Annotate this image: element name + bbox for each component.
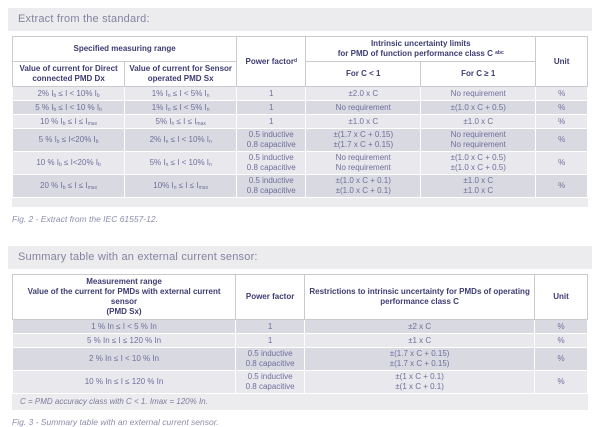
iec-extract-table-wrap: Specified measuring range Power factord … (11, 36, 588, 198)
cell-c_lt_1: ±2.0 x C (305, 86, 422, 101)
figure-2-caption: Fig. 2 - Extract from the IEC 61557-12. (12, 214, 158, 224)
table-row: 2 % In ≤ I < 10 % In 0.5 inductive 0.8 cap… (11, 347, 588, 371)
section-heading-summary: Summary table with an external current s… (8, 246, 592, 269)
cell-unit: % (535, 100, 588, 115)
summary-table-wrap: Measurement range Value of the current fo… (11, 274, 588, 394)
cell-unit: % (535, 128, 588, 152)
cell-pf: 1 (236, 114, 307, 129)
table-row: 5 % Ib ≤ I < 10 % Ib 1% In ≤ I < 5% In 1 No… (11, 100, 588, 115)
section-heading-extract: Extract from the standard: (8, 8, 592, 31)
cell-dx: 10 % Ib ≤ I<20% Ib (11, 151, 126, 175)
cell-c_ge_1: No requirement No requirement (420, 128, 537, 152)
cell-restriction: ±(1 x C + 0.1) ±(1 x C + 0.1) (304, 370, 536, 394)
cell-c_lt_1: No requirement No requirement (305, 151, 422, 175)
cell-pf: 0.5 inductive 0.8 capacitive (236, 128, 307, 152)
iec-extract-table-body: 2% Ib ≤ I < 10% Ib 1% In ≤ I < 5% In 1 ±2.0… (11, 86, 588, 198)
summary-table-body: 1 % In ≤ I < 5 % In 1 ±2 x C% 5 % In ≤ I ≤ … (11, 319, 588, 394)
section-extract: Extract from the standard: Specified mea… (8, 8, 592, 224)
header-current-sensor-pmd-sx: Value of current for Sensor operated PMD … (124, 61, 238, 87)
iec-extract-table: Specified measuring range Power factord … (11, 36, 588, 198)
cell-c_lt_1: ±(1.7 x C + 0.15) ±(1.7 x C + 0.15) (305, 128, 422, 152)
table-row: 10 % Ib ≤ I ≤ Imax 5% In ≤ I ≤ Imax 1 ±1.0 … (11, 114, 588, 129)
header-unit: Unit (535, 36, 588, 87)
cell-unit: % (535, 114, 588, 129)
cell-sx: 2% In ≤ I < 10% In (124, 128, 238, 152)
accuracy-class-footnote: C = PMD accuracy class with C < 1. Imax … (12, 394, 588, 410)
cell-dx: 5 % Ib ≤ I < 10 % Ib (11, 100, 126, 115)
cell-range: 1 % In ≤ I < 5 % In (11, 319, 237, 334)
table-row: 2% Ib ≤ I < 10% Ib 1% In ≤ I < 5% In 1 ±2.0… (11, 86, 588, 101)
cell-pf: 0.5 inductive 0.8 capacitive (236, 151, 307, 175)
cell-sx: 5% In ≤ I ≤ Imax (124, 114, 238, 129)
table-row: 5 % In ≤ I ≤ 120 % In 1 ±1 x C% (11, 333, 588, 348)
cell-sx: 5% In ≤ I < 10% In (124, 151, 238, 175)
header-for-c-lt-1: For C < 1 (305, 61, 422, 87)
cell-pf: 0.5 inductive 0.8 capacitive (235, 370, 306, 394)
cell-pf: 1 (236, 86, 307, 101)
header-restrictions: Restrictions to intrinsic uncertainty fo… (304, 274, 536, 320)
cell-dx: 2% Ib ≤ I < 10% Ib (11, 86, 126, 101)
cell-pf: 0.5 inductive 0.8 capacitive (236, 174, 307, 198)
cell-dx: 20 % Ib ≤ I ≤ Imax (11, 174, 126, 198)
table-row: 1 % In ≤ I < 5 % In 1 ±2 x C% (11, 319, 588, 334)
cell-restriction: ±2 x C (304, 319, 536, 334)
table-row: 10 % Ib ≤ I<20% Ib 5% In ≤ I < 10% In 0.5 … (11, 151, 588, 175)
cell-dx: 5 % Ib ≤ I<20% Ib (11, 128, 126, 152)
cell-unit: % (534, 370, 588, 394)
summary-table: Measurement range Value of the current fo… (11, 274, 588, 394)
section-summary: Summary table with an external current s… (8, 246, 592, 427)
cell-c_ge_1: ±1.0 x C (420, 114, 537, 129)
cell-c_ge_1: ±(1.0 x C + 0.5) (420, 100, 537, 115)
cell-sx: 10% In ≤ I ≤ Imax (124, 174, 238, 198)
header-current-direct-pmd-dx: Value of current for Direct connected PMD… (11, 61, 126, 87)
header-intrinsic-uncertainty-limits: Intrinsic uncertainty limits for PMD of f… (305, 36, 537, 62)
cell-unit: % (535, 151, 588, 175)
cell-sx: 1% In ≤ I < 5% In (124, 100, 238, 115)
table-row: 20 % Ib ≤ I ≤ Imax 10% In ≤ I ≤ Imax 0.5 i… (11, 174, 588, 198)
figure-3-caption: Fig. 3 - Summary table with an external … (12, 417, 219, 427)
cell-range: 2 % In ≤ I < 10 % In (11, 347, 237, 371)
header-power-factor: Power factord (236, 36, 307, 87)
summary-table-header: Measurement range Value of the current fo… (11, 274, 588, 320)
header-specified-measuring-range: Specified measuring range (11, 36, 238, 62)
cell-restriction: ±1 x C (304, 333, 536, 348)
cell-c_ge_1: ±1.0 x C ±1.0 x C (420, 174, 537, 198)
cell-c_lt_1: ±1.0 x C (305, 114, 422, 129)
cell-range: 5 % In ≤ I ≤ 120 % In (11, 333, 237, 348)
header-power-factor: Power factor (235, 274, 306, 320)
cell-unit: % (535, 174, 588, 198)
cell-unit: % (534, 347, 588, 371)
cell-pf: 1 (235, 319, 306, 334)
cell-pf: 1 (236, 100, 307, 115)
table-bottom-strip (12, 198, 588, 207)
cell-unit: % (534, 333, 588, 348)
table-row: 10 % In ≤ I ≤ 120 % In 0.5 inductive 0.8 c… (11, 370, 588, 394)
header-for-c-ge-1: For C ≥ 1 (420, 61, 537, 87)
cell-sx: 1% In ≤ I < 5% In (124, 86, 238, 101)
cell-unit: % (534, 319, 588, 334)
cell-dx: 10 % Ib ≤ I ≤ Imax (11, 114, 126, 129)
cell-pf: 1 (235, 333, 306, 348)
table-row: 5 % Ib ≤ I<20% Ib 2% In ≤ I < 10% In 0.5 i… (11, 128, 588, 152)
header-measurement-range: Measurement range Value of the current fo… (11, 274, 237, 320)
iec-extract-table-header: Specified measuring range Power factord … (11, 36, 588, 87)
cell-restriction: ±(1.7 x C + 0.15) ±(1.7 x C + 0.15) (304, 347, 536, 371)
header-unit: Unit (534, 274, 588, 320)
cell-pf: 0.5 inductive 0.8 capacitive (235, 347, 306, 371)
cell-c_lt_1: No requirement (305, 100, 422, 115)
cell-c_ge_1: No requirement (420, 86, 537, 101)
cell-c_ge_1: ±(1.0 x C + 0.5) ±(1.0 x C + 0.5) (420, 151, 537, 175)
cell-range: 10 % In ≤ I ≤ 120 % In (11, 370, 237, 394)
cell-c_lt_1: ±(1.0 x C + 0.1) ±(1.0 x C + 0.1) (305, 174, 422, 198)
cell-unit: % (535, 86, 588, 101)
